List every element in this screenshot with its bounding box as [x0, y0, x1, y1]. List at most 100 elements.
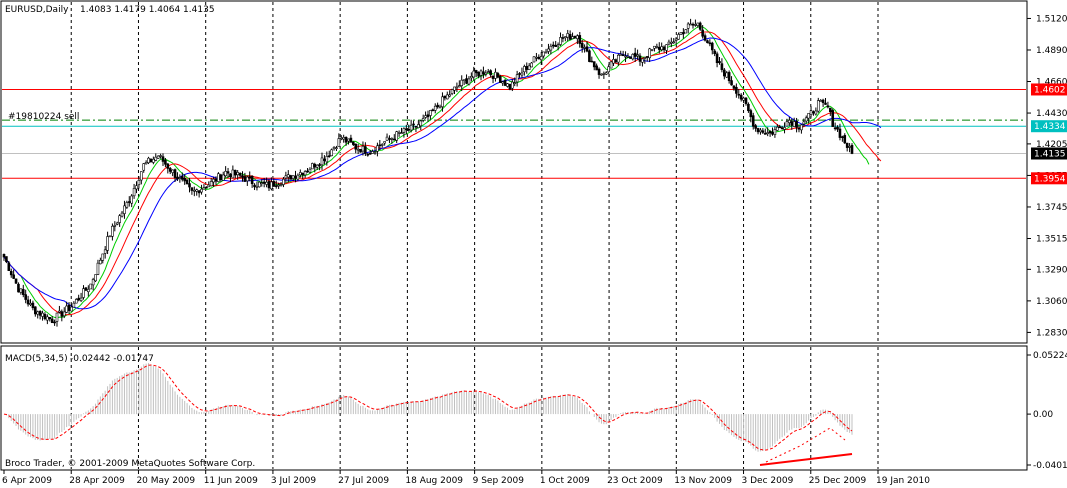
candle-body — [152, 158, 155, 163]
candle-body — [79, 297, 83, 301]
candle-body — [848, 146, 851, 148]
candle-body — [701, 29, 704, 37]
candle-body — [178, 177, 182, 179]
candle-body — [780, 127, 784, 130]
candle-body — [771, 131, 774, 135]
date-label: 11 Jun 2009 — [204, 476, 258, 486]
candle-body — [342, 137, 345, 140]
candle-body — [450, 89, 454, 94]
candle-body — [530, 62, 533, 68]
candle-body — [539, 56, 543, 61]
candle-body — [113, 225, 117, 227]
candle-body — [243, 176, 247, 182]
candle-body — [103, 249, 107, 254]
candle-body — [850, 145, 854, 154]
candle-body — [491, 75, 495, 79]
candle-body — [390, 138, 394, 140]
date-label: 3 Dec 2009 — [742, 476, 794, 486]
candle-body — [660, 46, 663, 50]
candle-body — [809, 110, 813, 115]
candle-body — [67, 304, 71, 311]
candle-body — [643, 57, 647, 59]
candle-body — [24, 294, 27, 300]
candle-body — [50, 318, 54, 324]
moving-averages — [3, 26, 882, 319]
candle-body — [29, 303, 32, 305]
candle-body — [641, 58, 644, 63]
candle-body — [34, 306, 37, 315]
candle-body — [48, 317, 52, 320]
price-tick-label: 1.3515 — [1036, 234, 1067, 244]
candle-body — [361, 145, 365, 152]
candle-body — [843, 135, 847, 144]
candle-body — [65, 305, 68, 313]
candle-body — [205, 186, 208, 189]
candle-body — [551, 44, 555, 47]
candle-body — [773, 129, 777, 135]
candle-body — [436, 104, 439, 107]
candle-body — [282, 178, 285, 185]
candle-body — [470, 76, 473, 79]
candle-body — [91, 279, 95, 286]
macd-values-label: -0.02442 -0.01747 — [70, 354, 154, 364]
candle-body — [376, 145, 379, 152]
candle-body — [826, 105, 830, 108]
candle-body — [311, 163, 314, 170]
candle-body — [364, 146, 367, 154]
candle-body — [518, 73, 521, 75]
candle-body — [580, 42, 584, 48]
candle-body — [790, 121, 794, 126]
candle-body — [766, 132, 769, 134]
price-tag-label: 1.4334 — [1034, 122, 1066, 132]
candle-body — [732, 85, 736, 89]
candle-body — [523, 66, 526, 73]
candle-body — [156, 155, 160, 159]
candle-body — [737, 93, 741, 96]
date-label: 19 Jan 2010 — [876, 476, 930, 486]
candle-body — [214, 178, 218, 182]
candle-body — [168, 168, 172, 172]
candle-body — [845, 142, 849, 148]
macd-tick-label: 0.00 — [1033, 410, 1053, 420]
candle-body — [467, 78, 471, 85]
candle-body — [53, 321, 56, 324]
candle-body — [299, 172, 302, 176]
candle-body — [407, 129, 411, 131]
candle-body — [479, 70, 483, 76]
candle-body — [489, 70, 492, 76]
candle-body — [590, 60, 594, 63]
candle-body — [602, 73, 606, 75]
price-axis: 1.51201.48901.46601.44301.42051.39751.37… — [1027, 14, 1067, 338]
candle-body — [315, 164, 319, 168]
candle-body — [209, 181, 213, 187]
candle-body — [513, 82, 517, 84]
candle-body — [337, 138, 341, 147]
candle-body — [219, 174, 223, 181]
candle-body — [527, 65, 531, 70]
candle-body — [807, 113, 810, 119]
candle-body — [804, 117, 808, 122]
candle-body — [197, 190, 201, 194]
candle-body — [792, 121, 796, 127]
candle-body — [429, 110, 432, 116]
candle-body — [677, 34, 680, 40]
candle-body — [836, 126, 839, 130]
candle-body — [267, 181, 271, 189]
date-label: 13 Nov 2009 — [674, 476, 732, 486]
price-tag — [1031, 147, 1067, 160]
candle-body — [260, 182, 264, 185]
candle-body — [720, 63, 724, 70]
macd-label: MACD(5,34,5) — [5, 354, 68, 364]
candle-body — [838, 128, 842, 138]
candle-body — [588, 50, 591, 62]
candle-body — [378, 144, 382, 147]
candle-body — [631, 54, 635, 60]
candle-body — [484, 72, 488, 75]
candle-body — [667, 41, 671, 45]
candle-body — [9, 271, 13, 276]
candle-body — [636, 54, 639, 57]
candle-body — [246, 176, 249, 182]
candle-body — [566, 33, 570, 38]
price-tick-label: 1.4430 — [1036, 109, 1067, 119]
candle-body — [294, 175, 297, 179]
